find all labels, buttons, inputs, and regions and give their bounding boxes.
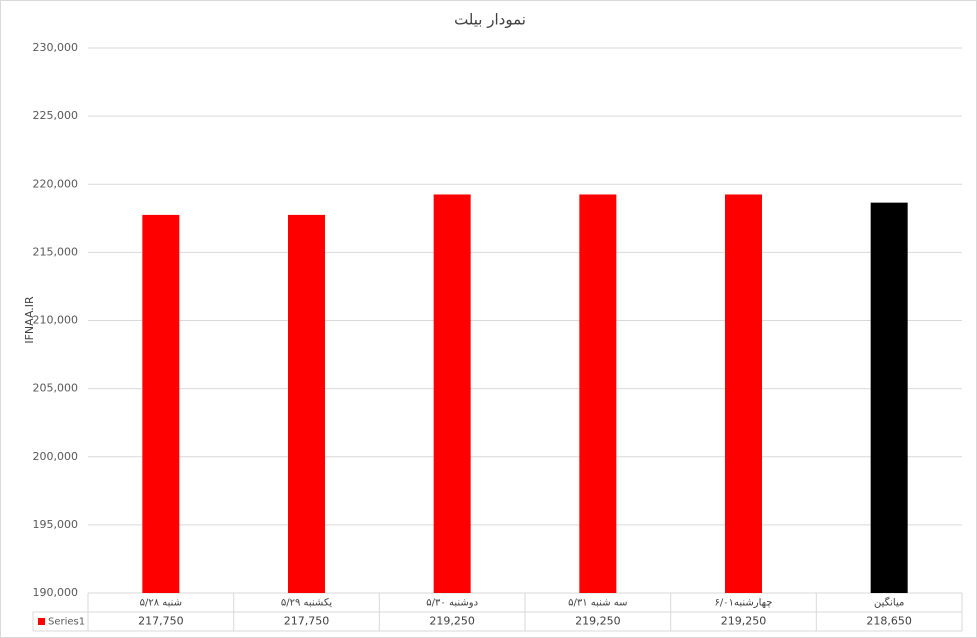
x-tick-label: چهارشنبه۶/۰۱ xyxy=(715,598,773,609)
x-tick-label: یکشنبه ۵/۲۹ xyxy=(281,598,333,609)
table-value: 219,250 xyxy=(575,615,621,628)
table-value: 217,750 xyxy=(284,615,330,628)
y-tick-label: 230,000 xyxy=(33,41,79,54)
y-tick-label: 195,000 xyxy=(33,518,79,531)
y-tick-label: 210,000 xyxy=(33,314,79,327)
y-tick-label: 200,000 xyxy=(33,450,79,463)
legend-swatch xyxy=(38,618,45,625)
table-value: 218,650 xyxy=(866,615,912,628)
x-tick-label: شنبه ۵/۲۸ xyxy=(140,598,182,609)
table-value: 217,750 xyxy=(138,615,184,628)
y-tick-label: 225,000 xyxy=(33,109,79,122)
x-tick-label: میانگین xyxy=(874,597,904,609)
bar xyxy=(725,194,762,593)
x-tick-label: سه شنبه ۵/۳۱ xyxy=(568,598,627,609)
y-tick-label: 205,000 xyxy=(33,382,79,395)
y-tick-label: 220,000 xyxy=(33,177,79,190)
bar xyxy=(288,214,325,593)
y-tick-label: 215,000 xyxy=(33,245,79,258)
x-tick-label: دوشنبه ۵/۳۰ xyxy=(426,598,478,609)
table-value: 219,250 xyxy=(429,615,475,628)
bar xyxy=(142,214,180,593)
bar xyxy=(579,194,617,593)
bar xyxy=(870,202,908,594)
y-tick-label: 190,000 xyxy=(33,586,79,599)
table-value: 219,250 xyxy=(721,615,767,628)
chart-title: نمودار بیلت xyxy=(454,11,526,29)
bar xyxy=(433,194,471,593)
y-axis-label: IFNAA.IR xyxy=(23,296,36,344)
legend-label: Series1 xyxy=(48,617,85,628)
